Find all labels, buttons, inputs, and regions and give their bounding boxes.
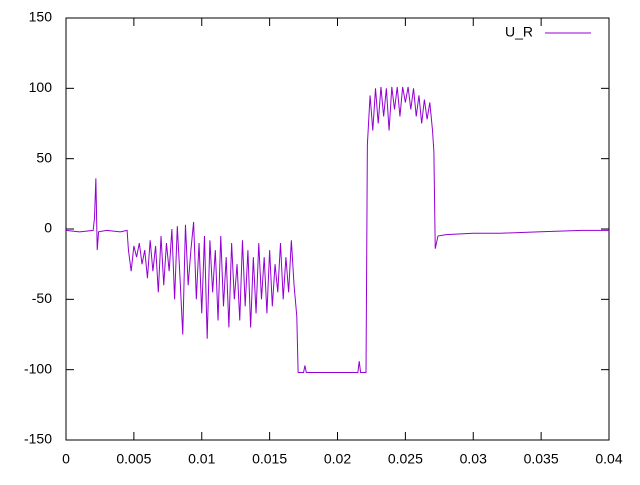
y-tick-label: 50 [36,149,52,165]
x-tick-label: 0.03 [460,451,487,467]
y-tick-label: 0 [44,220,52,236]
y-tick-label: -100 [24,360,52,376]
data-line [65,86,609,373]
y-tick-label: -150 [24,431,52,447]
x-tick-label: 0.025 [388,451,423,467]
plot-frame [65,17,610,441]
x-tick-label: 0.04 [595,451,622,467]
legend-label: U_R [505,24,533,40]
x-tick-label: 0.02 [324,451,351,467]
y-tick-label: 150 [29,9,53,25]
y-tick-label: 100 [29,79,53,95]
y-tick-label: -50 [32,290,52,306]
x-tick-label: 0.015 [252,451,287,467]
x-tick-label: 0.01 [188,451,215,467]
x-tick-label: 0.005 [116,451,151,467]
x-tick-label: 0 [62,451,70,467]
x-tick-label: 0.035 [524,451,559,467]
